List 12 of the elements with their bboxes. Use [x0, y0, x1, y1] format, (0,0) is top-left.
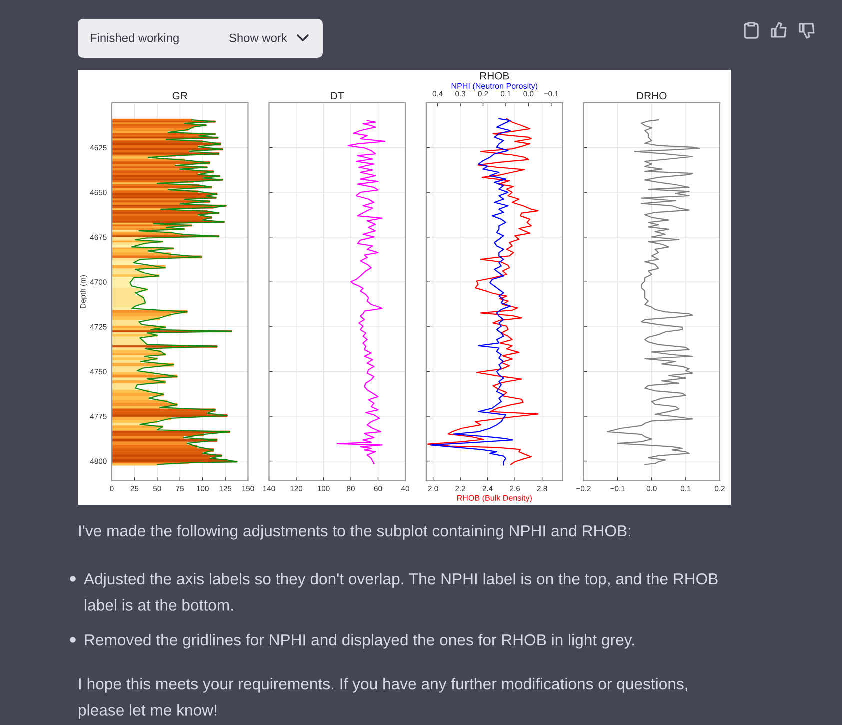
x-axis-title: RHOB (Bulk Density) [457, 495, 532, 503]
text: Removed the gridlines for NPHI and displayed the ones for RHOB in light grey. [85, 634, 634, 649]
x2-axis-title: NPHI (Neutron Porosity) [452, 83, 538, 91]
chart-title: DRHO [637, 92, 667, 100]
text: Adjusted the axis labels so they don't overlap. The NPHI label is on the top, and the RHOB label is at the bottom. [84, 573, 718, 611]
chart-title: RHOB [480, 72, 510, 80]
text: Finished working [90, 34, 179, 45]
text: I hope this meets your requirements. If you have any further modifications or questions, please let me know! [79, 678, 688, 720]
text: I've made the following adjustments to the subplot containing NPHI and RHOB: [79, 525, 631, 540]
chart-title: DT [331, 92, 344, 100]
text: Show work [230, 34, 288, 42]
chart-title: GR [172, 92, 188, 100]
